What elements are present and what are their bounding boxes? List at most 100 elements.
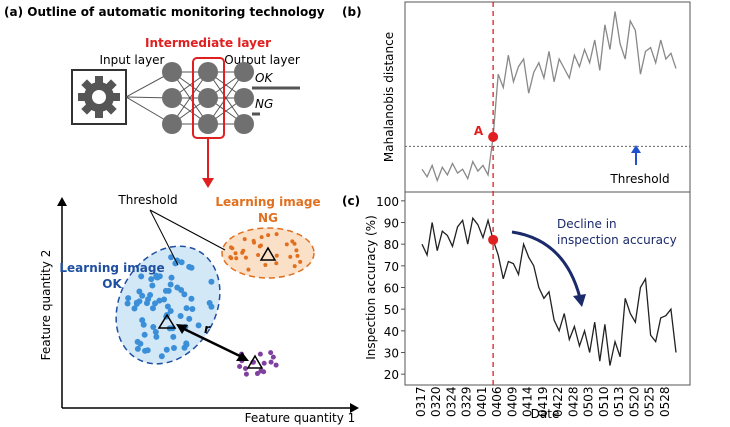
x-tick-label: 0503 <box>582 386 596 417</box>
point <box>141 331 148 338</box>
point <box>170 345 177 352</box>
point <box>167 308 174 315</box>
centroid <box>157 313 177 329</box>
point <box>149 282 156 289</box>
point <box>294 248 299 253</box>
point <box>261 369 267 375</box>
point <box>124 300 131 307</box>
point <box>243 371 249 377</box>
node <box>234 62 254 82</box>
point <box>228 255 233 260</box>
y-tick-label: 40 <box>384 325 399 339</box>
x-tick-label: 0422 <box>551 386 565 417</box>
point <box>290 239 295 244</box>
node <box>162 62 182 82</box>
line <box>421 11 677 183</box>
annotation-line: inspection accuracy <box>557 233 677 247</box>
x-tick-label: 0401 <box>475 386 489 417</box>
plot-frame <box>404 1 691 193</box>
point <box>181 291 188 298</box>
label: NG <box>255 97 273 111</box>
point <box>131 305 138 312</box>
axis-arrow <box>57 197 67 206</box>
point <box>139 292 146 299</box>
threshold-label: Threshold <box>609 172 669 186</box>
point <box>168 274 175 281</box>
node <box>234 114 254 134</box>
annotation: Decline in inspection accuracy <box>557 217 677 247</box>
label: Intermediate layer <box>145 36 271 50</box>
arrow <box>511 230 582 299</box>
point <box>164 303 171 310</box>
point <box>174 257 181 264</box>
point <box>178 259 185 266</box>
point <box>274 232 279 237</box>
pointer <box>149 209 179 266</box>
point <box>246 267 251 272</box>
point <box>162 287 169 294</box>
axis-arrow <box>350 403 359 413</box>
x-tick-label: 0513 <box>612 386 626 417</box>
x-tick-label: 0406 <box>490 386 504 417</box>
y-axis-label: Mahalanobis distance <box>382 32 396 162</box>
point <box>189 305 196 312</box>
point <box>152 328 159 335</box>
node <box>162 88 182 108</box>
arrow-head <box>236 352 249 361</box>
point <box>268 359 274 365</box>
node <box>198 88 218 108</box>
point <box>237 364 243 370</box>
point <box>150 324 157 331</box>
point <box>186 315 193 322</box>
point <box>153 272 160 279</box>
point <box>229 245 234 250</box>
point <box>144 347 151 354</box>
x-tick-label: 0428 <box>566 386 580 417</box>
label: r <box>204 322 211 336</box>
pointer <box>149 209 226 251</box>
point <box>263 263 268 268</box>
network <box>125 62 254 134</box>
point <box>257 351 263 357</box>
gear <box>78 76 120 118</box>
point <box>140 321 147 328</box>
highlight-label: A <box>474 124 484 138</box>
annotation-line: Decline in <box>557 217 617 231</box>
point <box>259 235 264 240</box>
connection <box>207 71 245 125</box>
point <box>233 251 238 256</box>
y-tick-label: 70 <box>384 260 399 274</box>
y-tick-label: 50 <box>384 303 399 317</box>
x-tick-label: 0525 <box>643 386 657 417</box>
x-tick-label: 0414 <box>521 386 535 417</box>
node <box>162 114 182 134</box>
plot-frame <box>404 191 691 386</box>
point <box>288 254 293 259</box>
point <box>148 276 155 283</box>
node <box>198 62 218 82</box>
point <box>295 253 300 258</box>
label: Output layer <box>224 53 300 67</box>
axis-label: Feature quantity 1 <box>245 411 356 425</box>
point <box>177 312 184 319</box>
point <box>268 350 274 356</box>
axis-label: Feature quantity 2 <box>39 250 53 361</box>
node <box>234 88 254 108</box>
point <box>298 259 303 264</box>
point <box>256 253 261 258</box>
y-tick-label: 90 <box>384 217 399 231</box>
panel-title: (a) Outline of automatic monitoring tech… <box>4 5 325 19</box>
arrow-head <box>176 324 188 334</box>
point <box>153 333 160 340</box>
point <box>137 340 144 347</box>
point <box>240 250 245 255</box>
point <box>243 255 248 260</box>
point <box>167 281 174 288</box>
x-tick-label: 0520 <box>627 386 641 417</box>
point <box>274 253 279 258</box>
point <box>149 305 156 312</box>
point <box>156 297 163 304</box>
point <box>234 256 239 261</box>
point <box>163 346 170 353</box>
